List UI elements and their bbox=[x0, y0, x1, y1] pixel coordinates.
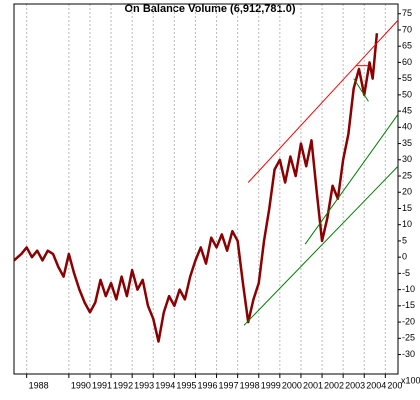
x-tick-label: 1991 bbox=[92, 380, 112, 390]
chart-title: On Balance Volume (6,912,781.0) bbox=[125, 3, 296, 15]
x-tick-label: 1995 bbox=[176, 380, 196, 390]
x-tick-label: 1996 bbox=[197, 380, 217, 390]
y-tick-label: -10 bbox=[402, 284, 415, 294]
x-tick-label: 2000 bbox=[282, 380, 302, 390]
y-tick-label: -30 bbox=[402, 349, 415, 359]
y-tick-label: -15 bbox=[402, 300, 415, 310]
y-tick-label: 50 bbox=[402, 89, 412, 99]
y-tick-label: 45 bbox=[402, 105, 412, 115]
trendline bbox=[353, 78, 369, 102]
y-tick-label: -20 bbox=[402, 316, 415, 326]
x-tick-label: 2004 bbox=[366, 380, 386, 390]
trendline bbox=[243, 165, 399, 326]
x-tick-label: 200 bbox=[387, 380, 402, 390]
y-tick-label: 0 bbox=[402, 252, 407, 262]
y-tick-label: 35 bbox=[402, 138, 412, 148]
y-tick-label: 40 bbox=[402, 122, 412, 132]
y-tick-label: 15 bbox=[402, 203, 412, 213]
y-tick-label: -5 bbox=[402, 268, 410, 278]
x-tick-label: 1998 bbox=[240, 380, 260, 390]
x-tick-label: 1990 bbox=[71, 380, 91, 390]
x-tick-label: 1992 bbox=[113, 380, 133, 390]
x-tick-label: 1994 bbox=[155, 380, 175, 390]
y-tick-label: 60 bbox=[402, 57, 412, 67]
trendline bbox=[247, 19, 399, 183]
y-tick-label: 55 bbox=[402, 73, 412, 83]
obv-line bbox=[13, 33, 379, 343]
x-tick-label: 2003 bbox=[345, 380, 365, 390]
x-tick-label: 1999 bbox=[261, 380, 281, 390]
trendline bbox=[304, 114, 399, 245]
y-tick-label: 70 bbox=[402, 24, 412, 34]
y-tick-label: 75 bbox=[402, 8, 412, 18]
x-tick-label: 1993 bbox=[134, 380, 154, 390]
y-tick-label: 10 bbox=[402, 219, 412, 229]
y-tick-label: 65 bbox=[402, 41, 412, 51]
plot-frame bbox=[13, 3, 399, 375]
x-tick-label: 2001 bbox=[303, 380, 323, 390]
y-unit-label: x1000 bbox=[401, 375, 420, 385]
x-tick-label: 1997 bbox=[219, 380, 239, 390]
x-tick-label: 1988 bbox=[29, 380, 49, 390]
y-tick-label: -25 bbox=[402, 333, 415, 343]
y-tick-label: 20 bbox=[402, 187, 412, 197]
y-tick-label: 25 bbox=[402, 170, 412, 180]
y-tick-label: 30 bbox=[402, 154, 412, 164]
y-tick-label: 5 bbox=[402, 235, 407, 245]
x-tick-label: 2002 bbox=[324, 380, 344, 390]
